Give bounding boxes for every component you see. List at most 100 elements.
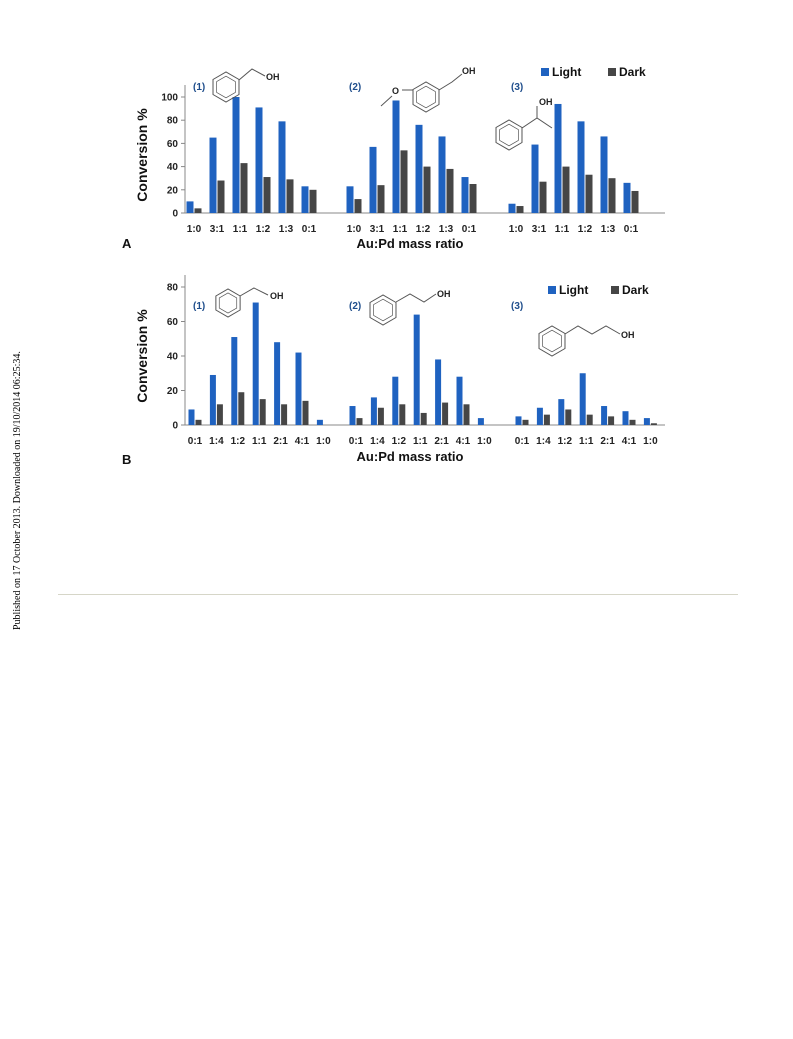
bond (239, 287, 269, 297)
bar-light (316, 419, 323, 425)
figure: 0 20 40 60 80 100 1:0 3:1 1:1 1:2 1:3 0:1 (1) 1:0 3:1 1… (122, 65, 665, 467)
bar-light (392, 100, 400, 213)
bar-dark (377, 407, 384, 425)
legend-swatch-light (548, 286, 556, 294)
x-tick-label: 1:2 (578, 224, 593, 235)
panel-label: B (122, 452, 131, 467)
legend-swatch-dark (611, 286, 619, 294)
bar-dark (442, 402, 449, 425)
bar-light (188, 409, 195, 425)
bar-light (508, 203, 516, 213)
panel-label: A (122, 236, 132, 251)
benzene-inner (373, 298, 393, 322)
bar-light (623, 182, 631, 213)
bar-dark (608, 416, 615, 425)
bar-light (435, 359, 442, 425)
benzene-inner (499, 123, 519, 147)
bar-dark (522, 419, 529, 425)
x-tick-label: 1:1 (252, 436, 267, 447)
bar-light (369, 146, 377, 213)
y-tick-label: 0 (172, 209, 178, 220)
bar-dark (195, 419, 202, 425)
x-tick-label: 1:4 (209, 436, 224, 447)
y-tick-label: 40 (167, 162, 179, 173)
bond (380, 95, 393, 107)
bar-dark (194, 208, 202, 213)
y-tick-label: 20 (167, 185, 179, 196)
bar-dark (608, 178, 616, 213)
bar-light (231, 337, 238, 425)
bar-dark (631, 190, 639, 213)
bar-dark (543, 414, 550, 425)
bar-light (413, 314, 420, 425)
x-tick-label: 0:1 (515, 436, 530, 447)
bar-dark (216, 404, 223, 425)
x-tick-label: 1:4 (370, 436, 385, 447)
legend-light: Light (552, 65, 581, 79)
bar-light (370, 397, 377, 425)
bar-light (477, 418, 484, 425)
bar-light (274, 342, 281, 425)
x-tick-label: 2:1 (273, 436, 288, 447)
bar-dark (469, 184, 477, 213)
bar-dark (516, 206, 524, 213)
bar-dark (399, 404, 406, 425)
bar-light (209, 137, 217, 213)
bar-light (186, 201, 194, 213)
bar-light (601, 406, 608, 425)
legend-swatch-dark (608, 68, 616, 76)
x-tick-label: 3:1 (210, 224, 225, 235)
bar-light (232, 97, 240, 213)
x-tick-label: 4:1 (622, 436, 637, 447)
x-tick-label: 1:3 (279, 224, 294, 235)
bar-dark (238, 392, 245, 425)
bar-dark (377, 185, 385, 213)
x-tick-label: 2:1 (434, 436, 449, 447)
atom-label: O (392, 86, 399, 96)
panel-b: 0 20 40 60 80 0:1 1:4 1:2 1:1 2:1 4:1 1:0 (1) 0:1 1:4 1… (122, 275, 665, 467)
x-tick-label: 0:1 (624, 224, 639, 235)
x-tick-label: 4:1 (295, 436, 310, 447)
y-tick-label: 80 (167, 283, 179, 294)
x-tick-label: 1:0 (187, 224, 202, 235)
bar-light (346, 186, 354, 213)
benzene-inner (542, 329, 562, 353)
atom-label: OH (270, 291, 284, 301)
bar-light (536, 407, 543, 425)
bar-light (209, 374, 216, 425)
atom-label: OH (462, 66, 476, 76)
x-tick-label: 1:1 (555, 224, 570, 235)
x-tick-label: 0:1 (188, 436, 203, 447)
bar-dark (650, 423, 657, 425)
y-tick-label: 80 (167, 116, 179, 127)
x-tick-label: 1:1 (579, 436, 594, 447)
x-tick-label: 1:2 (392, 436, 407, 447)
bar-light (252, 302, 259, 425)
bar-dark (585, 174, 593, 213)
y-axis-label: Conversion % (134, 108, 150, 202)
bar-dark (423, 166, 431, 213)
bar-dark (586, 414, 593, 425)
y-tick-label: 100 (161, 93, 178, 104)
legend-dark: Dark (619, 65, 646, 79)
y-tick-label: 60 (167, 317, 179, 328)
x-tick-label: 1:0 (347, 224, 362, 235)
bar-dark (240, 163, 248, 213)
bar-light (295, 352, 302, 425)
bar-dark (565, 409, 572, 425)
bar-light (579, 373, 586, 425)
bar-light (600, 136, 608, 213)
atom-label: OH (437, 289, 451, 299)
bar-light (515, 416, 522, 425)
molecules: OH O OH OH OH OH OH (212, 66, 635, 357)
y-tick-label: 60 (167, 139, 179, 150)
group-label: (3) (511, 82, 523, 93)
bar-light (278, 121, 286, 213)
y-tick-label: 40 (167, 352, 179, 363)
bond (238, 68, 266, 81)
bar-dark (446, 168, 454, 213)
bar-dark (354, 199, 362, 213)
legend-light: Light (559, 283, 588, 297)
bar-dark (263, 177, 271, 213)
benzene-ring (369, 294, 397, 326)
